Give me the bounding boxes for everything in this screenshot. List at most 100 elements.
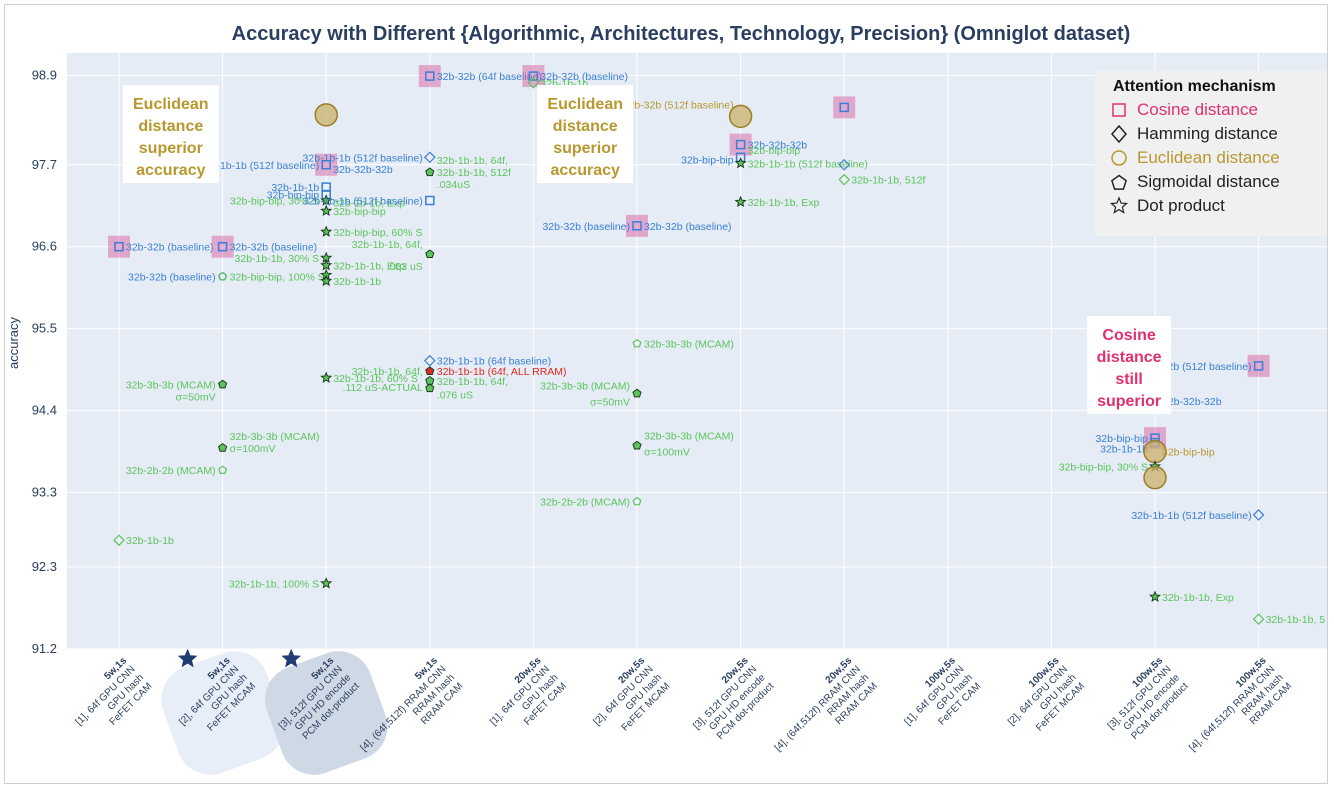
data-label: 32b-1b-1b, Exp — [748, 197, 820, 209]
data-label: 32b-1b-1b — [333, 276, 381, 288]
data-point — [527, 76, 540, 89]
annotation-text: Cosine — [1102, 327, 1155, 344]
annotation-text: superior — [139, 140, 203, 157]
chart-svg: Accuracy with Different {Algorithmic, Ar… — [6, 23, 1327, 775]
data-point — [425, 249, 435, 258]
y-tick-label: 95.5 — [32, 321, 57, 336]
data-point — [218, 379, 228, 389]
data-point — [632, 388, 642, 398]
data-point — [218, 271, 228, 281]
data-label: σ=100mV — [230, 443, 276, 455]
data-point — [1148, 590, 1162, 602]
data-point — [425, 167, 435, 177]
data-label: 32b-32b (64f baseline) — [437, 71, 542, 83]
data-label: 32b-32b (baseline) — [126, 242, 214, 254]
data-point — [218, 465, 228, 474]
data-label: 32b-32b-32b — [333, 164, 393, 176]
legend-item-label: Euclidean distance — [1137, 148, 1280, 167]
y-tick-label: 94.4 — [32, 403, 57, 418]
annotation-text: still — [1115, 371, 1143, 388]
annotation-text: distance — [553, 118, 618, 135]
data-label: 32b-1b-1b, 64f, — [352, 366, 423, 378]
data-label: 32b-bip-bip, 30% S — [1059, 461, 1148, 473]
data-label: .053 uS — [387, 261, 423, 273]
data-label: 32b-1b-1b, Exp — [333, 260, 405, 272]
data-label: σ=50mV — [176, 392, 216, 404]
legend-box — [1095, 71, 1327, 236]
data-label: 32b-32b (baseline) — [230, 242, 318, 254]
data-label: .076 uS — [437, 389, 473, 401]
highlight-box — [729, 133, 752, 156]
data-point — [632, 221, 642, 231]
data-label: 32b-bip-bip, 60% S — [333, 227, 422, 239]
data-label: 32b-bip-bip — [681, 154, 734, 166]
legend-item-label: Dot product — [1137, 196, 1225, 215]
highlight-box — [211, 235, 234, 258]
data-point — [423, 354, 436, 367]
legend: Attention mechanism Cosine distance Hammin… — [1095, 71, 1327, 236]
data-label: 32b-32b (baseline) — [540, 71, 628, 83]
category-highlight — [161, 651, 284, 775]
data-label: 32b-32b-32b — [748, 140, 808, 152]
data-label: 32b-1b-1b, 100% S — [229, 578, 319, 590]
chart-frame: Accuracy with Different {Algorithmic, Ar… — [4, 4, 1328, 784]
data-label: 32b-1b-1b, 64f, — [437, 155, 508, 167]
data-point — [632, 440, 642, 450]
data-label: 32b-2b-2b (MCAM) — [540, 496, 630, 508]
data-point — [113, 534, 125, 547]
data-label: 32b-32b-32b — [1162, 396, 1222, 408]
data-point — [425, 71, 435, 81]
annotation-box — [537, 85, 634, 184]
data-label: σ=100mV — [644, 447, 690, 459]
data-label: 32b-bip-bip — [267, 190, 320, 202]
data-point — [425, 383, 435, 393]
data-point — [1143, 465, 1167, 490]
data-label: 32b-1b-1b (512f baseline) — [303, 196, 423, 208]
legend-item-label: Hamming distance — [1137, 124, 1278, 143]
y-tick-label: 97.7 — [32, 157, 57, 172]
data-label: 32b-1b-1b — [1100, 444, 1148, 456]
data-label: 32b-32b (baseline) — [128, 272, 216, 284]
data-label: 32b-3b-3b (MCAM) — [230, 431, 320, 443]
data-label: 32b-bip-bip, 30% S — [230, 196, 319, 208]
data-point — [728, 104, 753, 129]
data-point — [839, 102, 849, 113]
y-tick-label: 91.2 — [32, 641, 57, 656]
annotation-box — [122, 85, 219, 184]
y-tick-label: 93.3 — [32, 485, 57, 500]
data-label: 32b-32b (baseline) — [542, 221, 630, 233]
data-label: 32b-1b-1b (512f baseline) — [303, 152, 423, 164]
data-point — [320, 577, 333, 589]
highlight-star-icon — [281, 648, 302, 668]
y-tick-label: 98.9 — [32, 67, 57, 82]
data-point — [1253, 361, 1264, 371]
highlight-star-icon — [177, 648, 198, 668]
annotation-text: distance — [138, 118, 203, 135]
data-point — [632, 338, 642, 348]
highlight-box — [315, 153, 338, 176]
data-label: 32b-1b-1b (64f, ALL RRAM) — [437, 366, 567, 378]
data-point — [114, 241, 124, 252]
data-label: 32b-1b-1b, 30% S — [235, 253, 320, 265]
data-label: .112 uS-ACTUAL — [342, 382, 422, 394]
data-point — [423, 151, 436, 164]
data-label: 32b-3b-3b (MCAM) — [644, 431, 734, 443]
data-point — [218, 442, 228, 452]
chart-title: Accuracy with Different {Algorithmic, Ar… — [232, 23, 1131, 45]
data-label: 32b-1b-1b, 64f, — [437, 376, 508, 388]
data-label: 32b-32b (512f baseline) — [623, 99, 734, 111]
data-label: 32b-3b-3b (MCAM) — [126, 380, 216, 392]
legend-star-icon — [1109, 196, 1129, 214]
data-point — [838, 173, 851, 186]
highlight-box — [1247, 354, 1270, 377]
data-label: 32b-1b-1b (64f baseline) — [437, 356, 551, 368]
data-point — [838, 158, 851, 171]
data-point — [1252, 613, 1265, 626]
data-label: 32b-2b-2b (MCAM) — [126, 465, 216, 477]
y-axis-label: accuracy — [6, 316, 21, 369]
annotation-text: accuracy — [551, 162, 620, 179]
